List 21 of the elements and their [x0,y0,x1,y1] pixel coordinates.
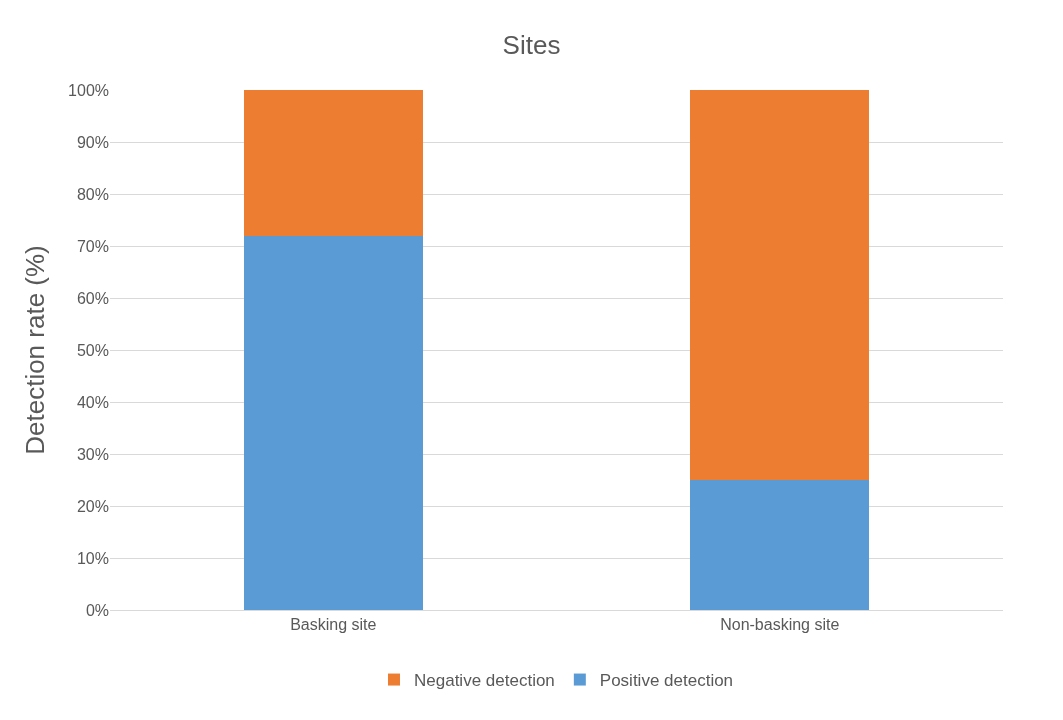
y-tick-label: 70% [76,237,109,255]
y-tick-label: 0% [85,601,109,619]
y-tick-label: 10% [76,549,109,567]
legend-label: Positive detection [599,671,734,691]
y-tick-label: 40% [76,393,109,411]
bar [243,90,423,236]
y-tick-label: 50% [76,341,109,359]
y-tick-label: 100% [68,81,109,99]
y-tick-label: 20% [76,497,109,515]
y-tick-label: 80% [76,185,109,203]
x-tick-label: Non-basking site [720,616,840,634]
y-tick-label: 60% [76,289,109,307]
legend-label: Negative detection [414,671,555,691]
bar [690,480,870,610]
bar [690,90,870,480]
chart-title: Sites [502,30,561,61]
y-axis-title: Detection rate (%) [20,245,51,455]
x-tick-label: Basking site [290,616,377,634]
y-tick-label: 30% [76,445,109,463]
y-tick-label: 90% [76,133,109,151]
bar [243,235,423,610]
